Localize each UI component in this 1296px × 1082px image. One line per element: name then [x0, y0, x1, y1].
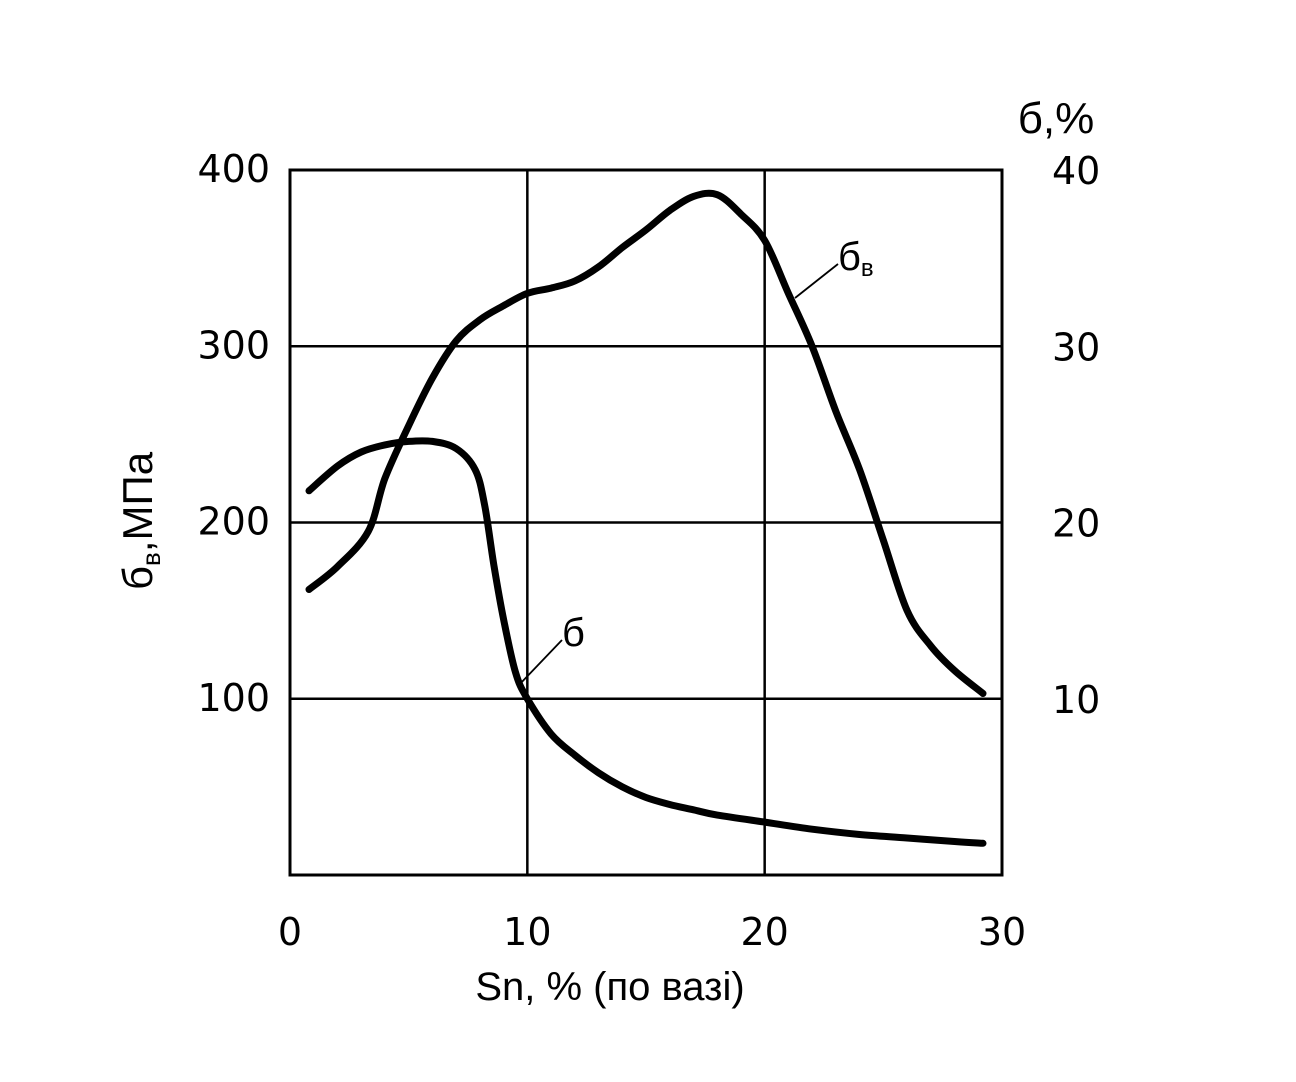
x-tick-label: 0	[278, 910, 302, 954]
x-tick-label: 10	[503, 910, 551, 954]
series-label-delta-main: б	[562, 611, 585, 655]
grid-lines	[290, 170, 1002, 875]
series-line-delta	[305, 437, 987, 847]
x-tick-label: 30	[978, 910, 1026, 954]
y-tick-label-right: 20	[1052, 502, 1100, 546]
y-axis-label-left-sub: в	[136, 552, 166, 566]
y-axis-label-left-main: б	[114, 566, 161, 590]
series-label-sigma-b-text: бв	[838, 235, 874, 282]
series-label-delta-leader	[517, 639, 563, 687]
y-tick-label-right: 40	[1052, 149, 1100, 193]
y-axis-label-left: бв,МПа	[114, 451, 166, 590]
series-label-sigma-b-sub: в	[861, 255, 874, 282]
series-label-delta-text: б	[562, 611, 585, 655]
y-tick-labels-left: 100 200 300 400	[197, 147, 270, 720]
x-tick-label: 20	[740, 910, 788, 954]
x-tick-labels: 0 10 20 30	[278, 910, 1026, 954]
series-layer	[305, 189, 987, 847]
series-label-sigma-b-leader	[794, 263, 839, 299]
y-tick-label-right: 30	[1052, 325, 1100, 369]
series-label-sigma-b-main: б	[838, 235, 861, 279]
series-line-sigma-b	[305, 189, 987, 697]
y-tick-labels-right: 10 20 30 40	[1052, 149, 1100, 722]
y-tick-label-left: 400	[197, 147, 270, 191]
y-axis-label-right: б,%	[1018, 94, 1095, 143]
y-tick-label-right: 10	[1052, 678, 1100, 722]
x-axis-label: Sn, % (по вазі)	[475, 965, 744, 1009]
series-label-sigma-b: бв	[794, 235, 874, 299]
y-tick-label-left: 100	[197, 676, 270, 720]
y-axis-label-left-rest: ,МПа	[114, 451, 161, 552]
y-tick-label-left: 300	[197, 323, 270, 367]
plot-frame	[288, 168, 1004, 877]
y-tick-label-left: 200	[197, 500, 270, 544]
series-label-delta: б	[517, 611, 585, 687]
